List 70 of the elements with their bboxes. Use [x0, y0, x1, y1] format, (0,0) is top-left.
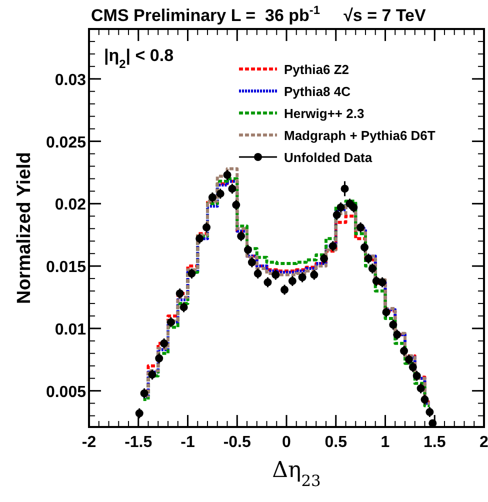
- legend-label: Pythia6 Z2: [284, 62, 350, 77]
- point: [393, 330, 402, 339]
- point: [364, 254, 372, 263]
- point: [310, 270, 318, 279]
- point: [176, 290, 184, 298]
- legend-label: Madgraph + Pythia6 D6T: [284, 128, 436, 143]
- point: [340, 184, 349, 193]
- y-tick-label: 0.005: [46, 384, 86, 401]
- x-tick-label: -1.5: [124, 434, 152, 451]
- point: [280, 286, 289, 294]
- point: [400, 346, 408, 355]
- point: [328, 242, 337, 250]
- point: [332, 210, 341, 219]
- y-tick-label: 0.015: [46, 259, 86, 276]
- y-tick-label: 0.025: [46, 134, 86, 152]
- point: [223, 170, 232, 179]
- point: [216, 190, 224, 198]
- point: [264, 278, 272, 286]
- legend-label: Pythia8 4C: [284, 84, 352, 99]
- x-tick-label: 0.5: [324, 434, 348, 451]
- point: [208, 193, 216, 202]
- point: [416, 384, 425, 392]
- point: [404, 356, 413, 364]
- point: [350, 203, 358, 212]
- point: [389, 320, 398, 329]
- point: [408, 363, 417, 372]
- x-tick-label: 2: [480, 434, 488, 451]
- y-tick-label: 0.01: [54, 321, 86, 338]
- point: [202, 223, 211, 232]
- chart-title: CMS Preliminary L = 36 pb$^{-1}$ √s = 7 TeV: [91, 3, 426, 25]
- y-tick-label: 0.02: [54, 196, 86, 214]
- point: [166, 318, 175, 326]
- point: [228, 184, 236, 193]
- point: [160, 339, 168, 348]
- point: [232, 200, 240, 209]
- x-tick-label: 0: [282, 434, 292, 451]
- point: [180, 303, 188, 312]
- legend-label: Unfolded Data: [284, 150, 373, 165]
- x-tick-label: -1: [180, 434, 195, 451]
- x-tick-label: 1.5: [424, 434, 446, 451]
- point: [382, 308, 390, 316]
- point: [140, 389, 148, 398]
- x-tick-label: -0.5: [223, 434, 252, 451]
- point: [254, 270, 262, 278]
- point: [288, 277, 296, 286]
- point: [298, 273, 306, 282]
- x-tick-label: 1: [380, 434, 390, 451]
- point: [336, 203, 345, 212]
- x-axis-title: Δη$_{23}$: [272, 458, 321, 490]
- point: [196, 234, 204, 243]
- point: [320, 254, 328, 263]
- x-tick-label: -2: [82, 434, 96, 451]
- point: [148, 370, 156, 379]
- point: [188, 270, 196, 278]
- point: [248, 258, 256, 266]
- y-axis-title: Normalized Yield: [14, 152, 35, 304]
- point: [356, 223, 365, 232]
- point: [155, 354, 164, 362]
- point: [244, 246, 252, 254]
- point: [420, 396, 429, 404]
- point: [426, 408, 434, 416]
- point: [412, 372, 421, 380]
- point: [272, 270, 280, 279]
- point: [378, 278, 386, 286]
- legend-label: Herwig++ 2.3: [284, 106, 364, 121]
- annotation: |η$_{2}$| < 0.8: [104, 46, 174, 71]
- y-tick-label: 0.03: [54, 72, 86, 89]
- point: [360, 243, 369, 252]
- point: [368, 264, 376, 273]
- point: [237, 232, 246, 240]
